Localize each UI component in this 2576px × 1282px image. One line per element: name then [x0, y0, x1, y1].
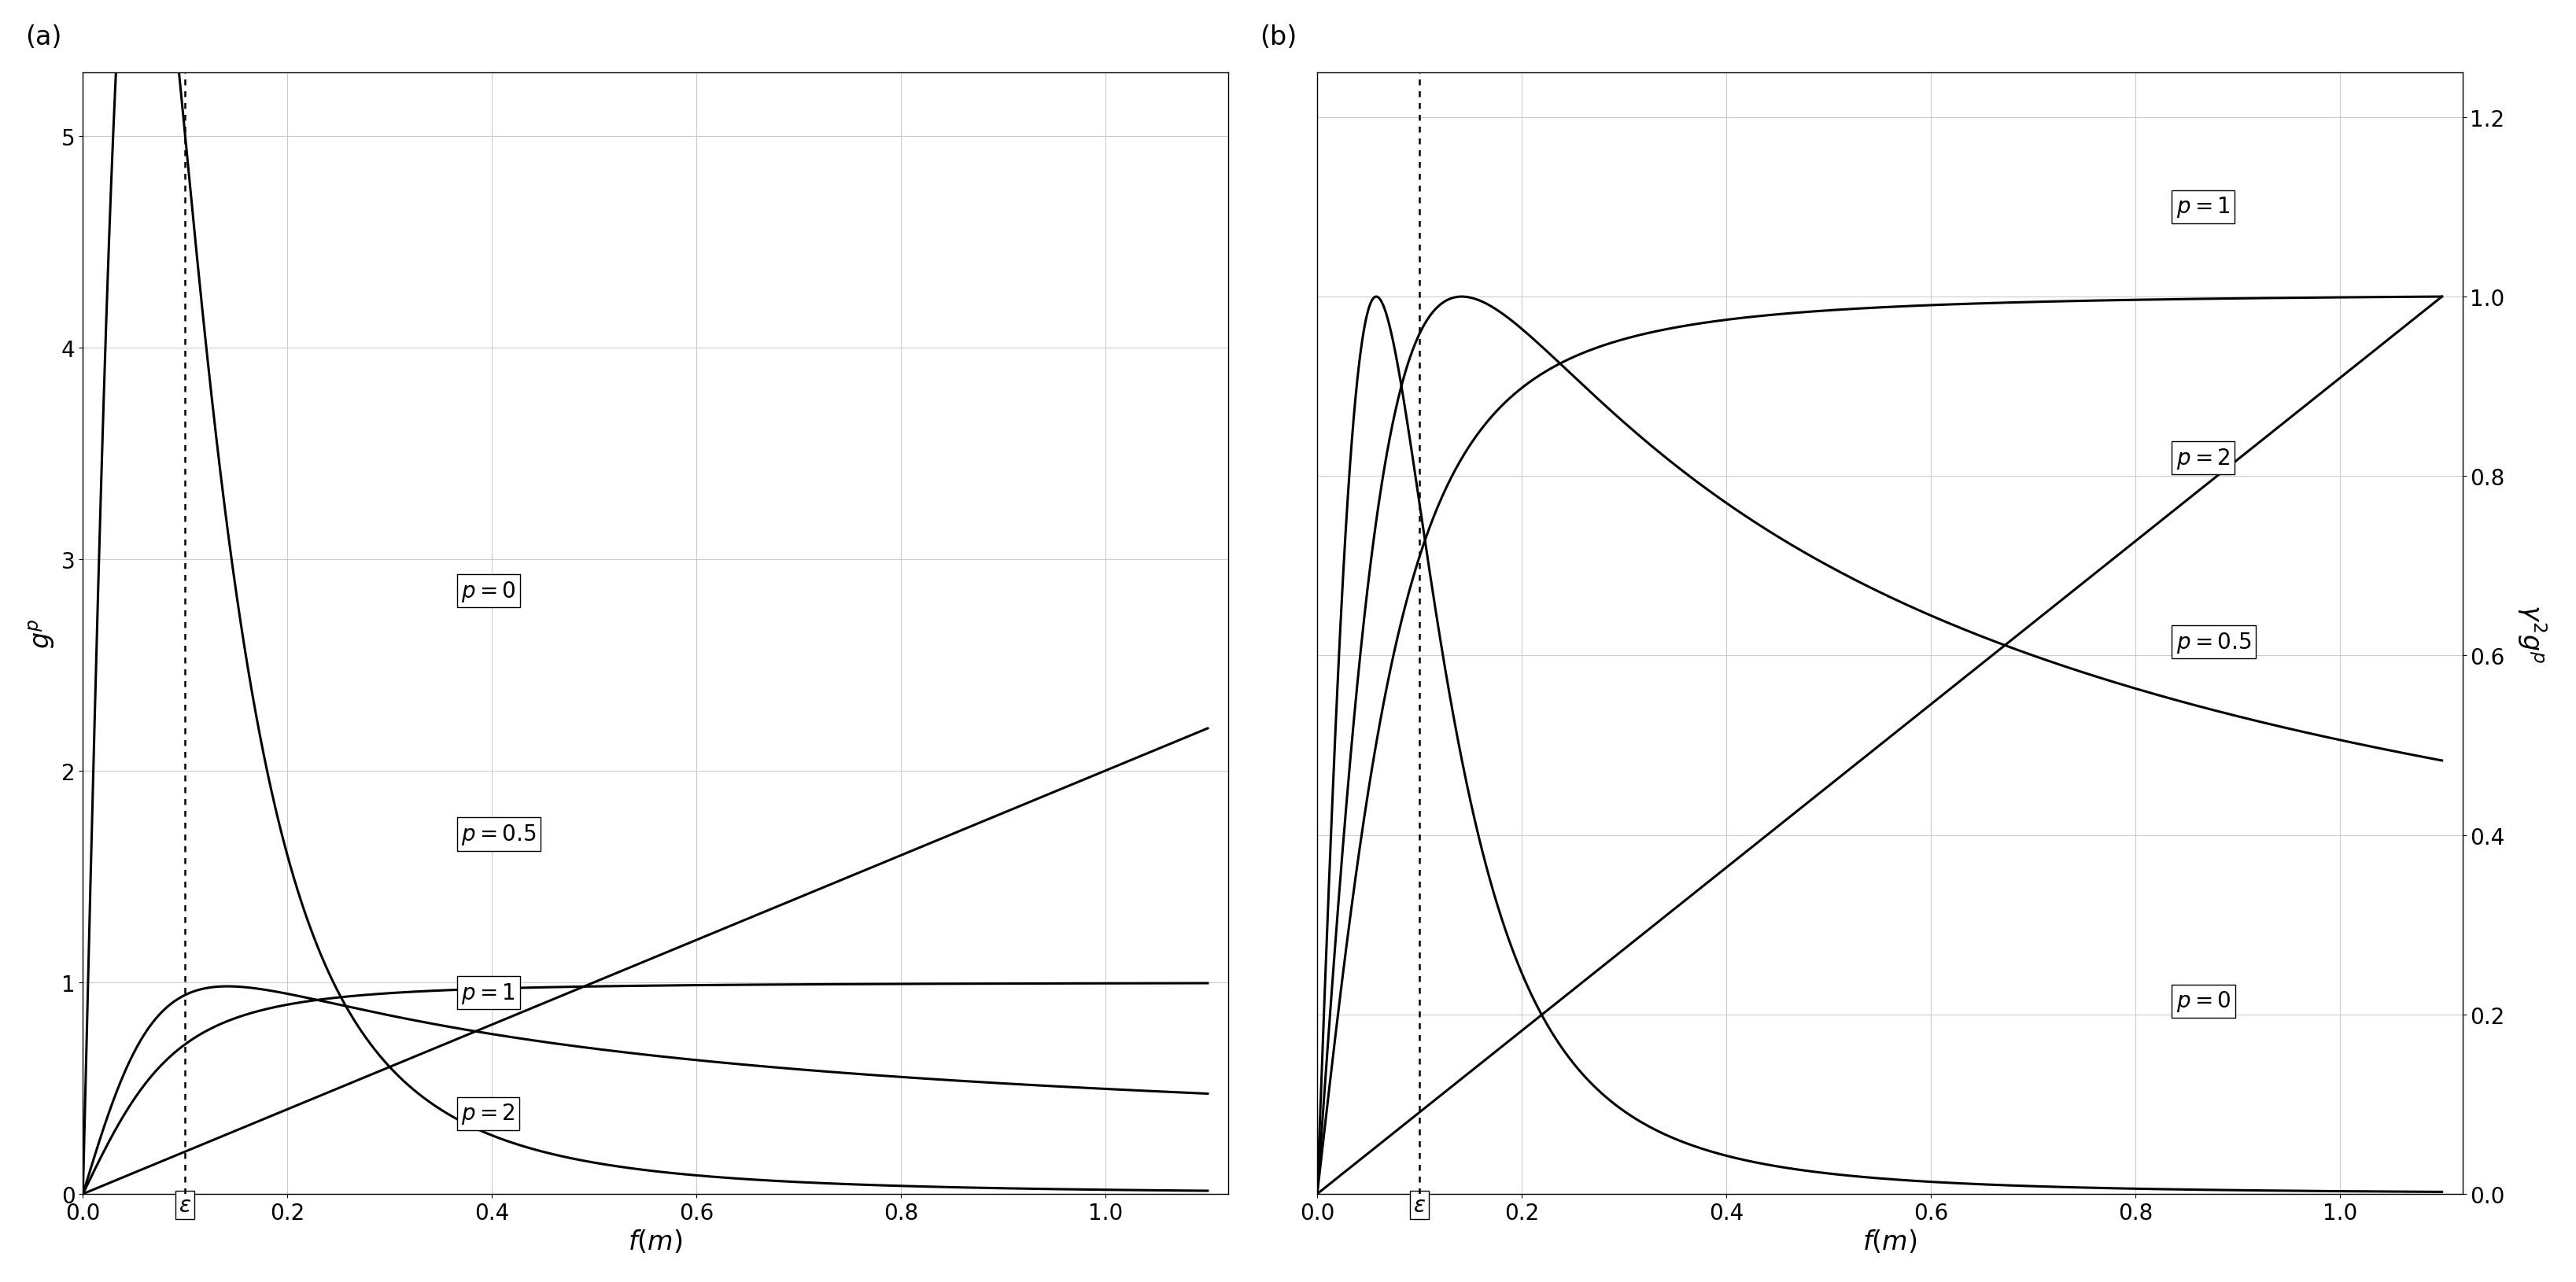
Text: $p = 2$: $p = 2$ — [2177, 446, 2231, 470]
Text: $p = 0$: $p = 0$ — [2177, 988, 2231, 1013]
Text: $p = 0.5$: $p = 0.5$ — [2177, 631, 2251, 655]
X-axis label: $f(m)$: $f(m)$ — [1862, 1228, 1917, 1255]
Text: $\varepsilon$: $\varepsilon$ — [1414, 1194, 1425, 1215]
Text: $p = 1$: $p = 1$ — [461, 981, 515, 1005]
Y-axis label: $\gamma^2 g^p$: $\gamma^2 g^p$ — [2517, 604, 2548, 663]
Text: $p = 0.5$: $p = 0.5$ — [461, 822, 536, 846]
Y-axis label: $g^p$: $g^p$ — [28, 618, 57, 649]
Text: $p = 1$: $p = 1$ — [2177, 195, 2231, 219]
Text: $p = 2$: $p = 2$ — [461, 1101, 515, 1126]
Text: (a): (a) — [26, 24, 62, 50]
Text: $p = 0$: $p = 0$ — [461, 579, 515, 604]
Text: (b): (b) — [1260, 24, 1298, 50]
X-axis label: $f(m)$: $f(m)$ — [629, 1228, 683, 1255]
Text: $\varepsilon$: $\varepsilon$ — [178, 1194, 191, 1215]
